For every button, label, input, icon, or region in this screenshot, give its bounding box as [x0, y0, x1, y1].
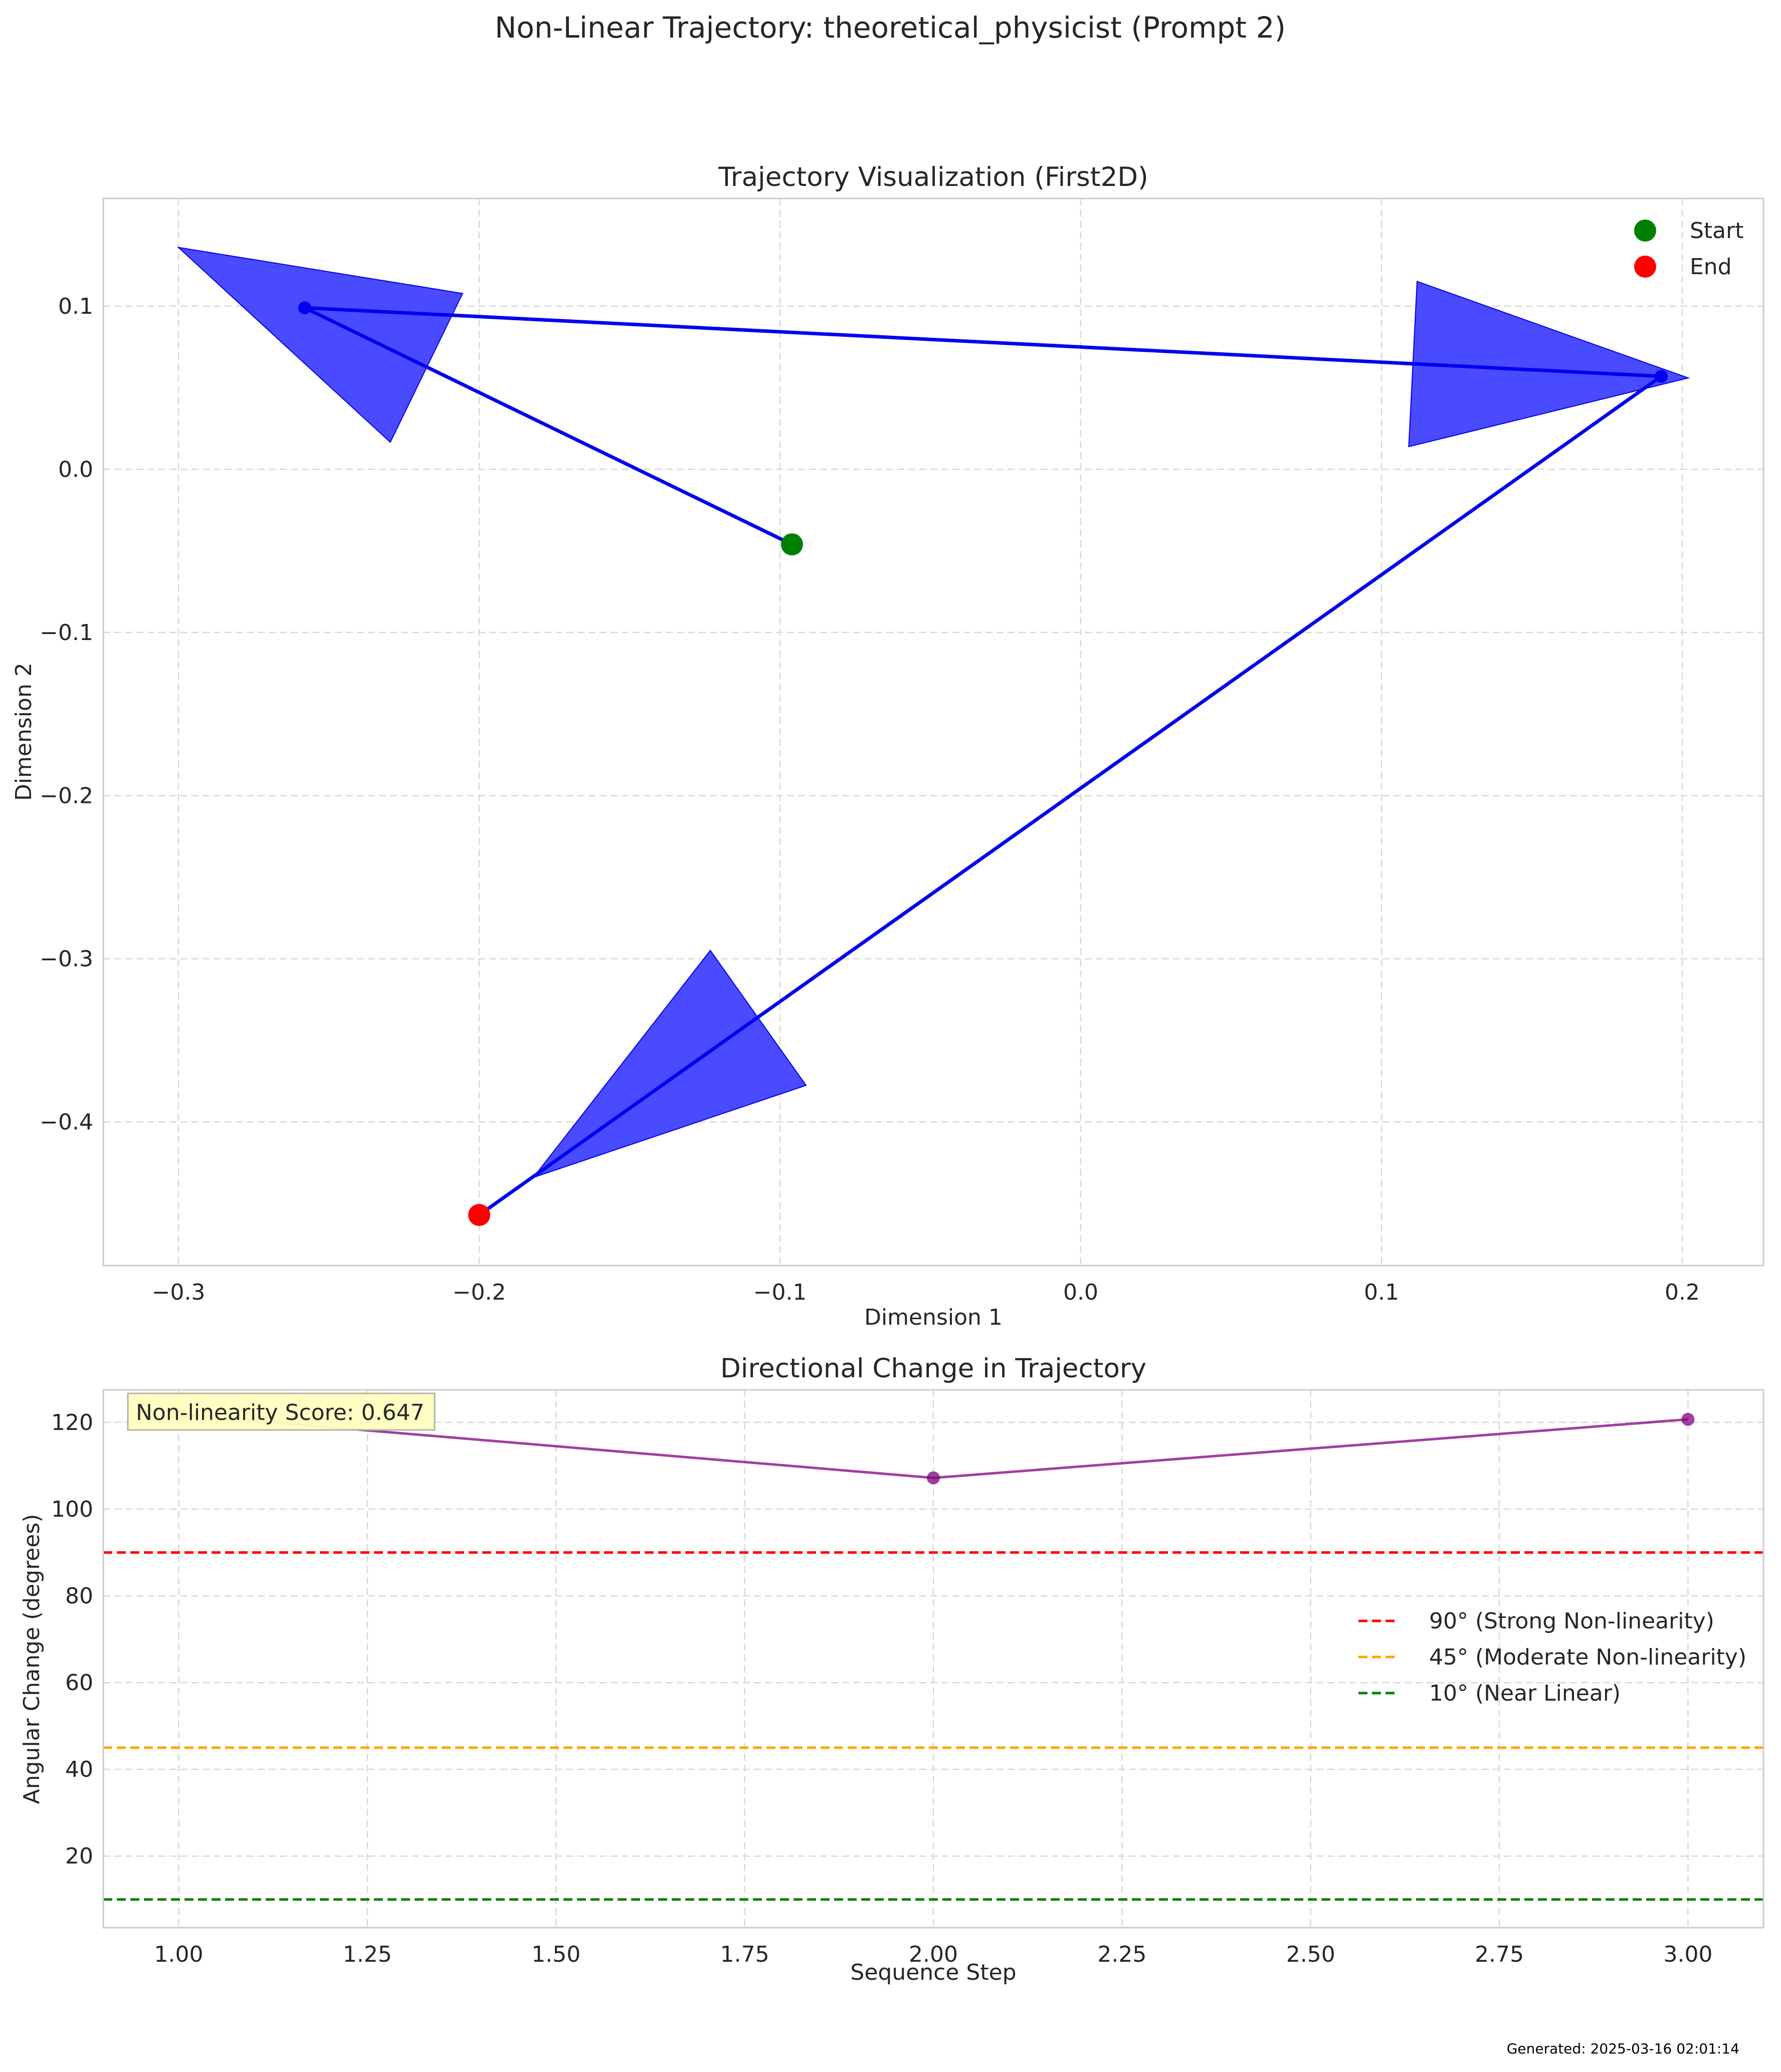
- start-marker: [781, 533, 803, 556]
- directional-change-axes: Directional Change in Trajectory 1.00 1.2…: [19, 1353, 1764, 1985]
- trajectory-y-tick-label: 0.1: [58, 294, 93, 319]
- trajectory-y-tick-label: −0.3: [40, 946, 93, 972]
- trajectory-x-tick-label: −0.1: [753, 1280, 807, 1305]
- trajectory-y-tick-label: 0.0: [58, 457, 93, 482]
- legend-end-marker: [1634, 256, 1656, 278]
- trajectory-segment: [303, 306, 1663, 378]
- generated-timestamp: Generated: 2025-03-16 02:01:14: [1507, 2040, 1739, 2057]
- directional-y-tick-label: 120: [51, 1410, 93, 1435]
- angular-change-point: [1681, 1412, 1695, 1426]
- directional-y-tick-label: 100: [51, 1497, 93, 1522]
- trajectory-segment: [303, 306, 794, 546]
- trajectory-x-tick-label: −0.3: [152, 1280, 206, 1305]
- directional-x-tick-label: 3.00: [1663, 1942, 1712, 1967]
- directional-x-tick-label: 1.25: [343, 1942, 392, 1967]
- legend-ref-90-label: 90° (Strong Non-linearity): [1429, 1608, 1714, 1634]
- directional-y-tick-label: 60: [65, 1670, 93, 1696]
- directional-change-frame: [102, 1389, 1764, 1929]
- trajectory-arrowhead: [176, 247, 464, 443]
- trajectory-axes-frame: [102, 197, 1764, 1267]
- directional-change-title: Directional Change in Trajectory: [720, 1353, 1146, 1384]
- directional-x-tick-label: 2.25: [1097, 1942, 1146, 1967]
- directional-change-grid: [103, 1390, 1763, 1928]
- directional-y-tick-label: 40: [65, 1757, 93, 1782]
- trajectory-points: [298, 301, 1668, 1222]
- directional-y-tick-label: 20: [65, 1843, 93, 1869]
- figure-suptitle: Non-Linear Trajectory: theoretical_physi…: [495, 11, 1286, 45]
- legend-ref-45-label: 45° (Moderate Non-linearity): [1429, 1644, 1746, 1670]
- directional-x-tick-label: 1.50: [531, 1942, 580, 1967]
- trajectory-x-tick-label: 0.0: [1063, 1280, 1098, 1305]
- trajectory-y-tick-label: −0.2: [40, 783, 93, 808]
- trajectory-axes-title: Trajectory Visualization (First2D): [718, 162, 1148, 192]
- nonlinearity-score-text: Non-linearity Score: 0.647: [136, 1400, 425, 1425]
- reference-legend: 90° (Strong Non-linearity) 45° (Moderate…: [1358, 1608, 1746, 1706]
- directional-x-tick-label: 2.50: [1286, 1942, 1335, 1967]
- trajectory-segment: [477, 374, 1663, 1217]
- trajectory-legend: Start End: [1634, 218, 1744, 280]
- directional-change-xlabel: Sequence Step: [850, 1960, 1016, 1985]
- trajectory-ylabel: Dimension 2: [11, 663, 37, 801]
- directional-x-tick-label: 1.00: [154, 1942, 204, 1967]
- legend-end-label: End: [1690, 254, 1732, 280]
- end-marker: [468, 1204, 490, 1226]
- angular-change-point: [927, 1471, 940, 1485]
- directional-y-tick-label: 80: [65, 1583, 93, 1609]
- trajectory-xlabel: Dimension 1: [864, 1305, 1003, 1330]
- trajectory-start-end-markers: [468, 533, 803, 1226]
- legend-ref-10-label: 10° (Near Linear): [1429, 1681, 1621, 1706]
- trajectory-x-tick-label: −0.2: [453, 1280, 506, 1305]
- trajectory-ticks: −0.3 −0.2 −0.1 0.0 0.1 0.2 0.1 0.0 −0.1 −0.2 −0.3 −…: [40, 294, 1700, 1305]
- trajectory-arrowhead: [532, 949, 807, 1179]
- trajectory-y-tick-label: −0.4: [40, 1110, 93, 1135]
- trajectory-point: [298, 301, 311, 315]
- trajectory-point: [1655, 369, 1668, 383]
- directional-x-tick-label: 2.00: [909, 1942, 958, 1967]
- directional-x-tick-label: 1.75: [720, 1942, 769, 1967]
- trajectory-axes: Trajectory Visualization (First2D) −0.3−…: [11, 162, 1764, 1330]
- legend-start-label: Start: [1690, 218, 1744, 244]
- trajectory-arrowheads: [176, 247, 1690, 1179]
- trajectory-grid: [103, 198, 1763, 1266]
- trajectory-lines: [303, 306, 1663, 1217]
- trajectory-x-tick-label: 0.1: [1364, 1280, 1399, 1305]
- score-box-background: [127, 1392, 436, 1431]
- directional-change-ylabel: Angular Change (degrees): [19, 1514, 45, 1804]
- legend-start-marker: [1634, 220, 1656, 242]
- trajectory-y-tick-label: −0.1: [40, 620, 93, 646]
- reference-lines: [103, 1551, 1763, 1901]
- nonlinearity-score-box: Non-linearity Score: 0.647: [127, 1392, 436, 1431]
- trajectory-x-tick-label: 0.2: [1665, 1280, 1700, 1305]
- directional-x-tick-label: 2.75: [1475, 1942, 1524, 1967]
- directional-change-ticks: 1.00 1.25 1.50 1.75 2.00 2.25 2.50 2.75 3.00 120 1…: [51, 1410, 1712, 1967]
